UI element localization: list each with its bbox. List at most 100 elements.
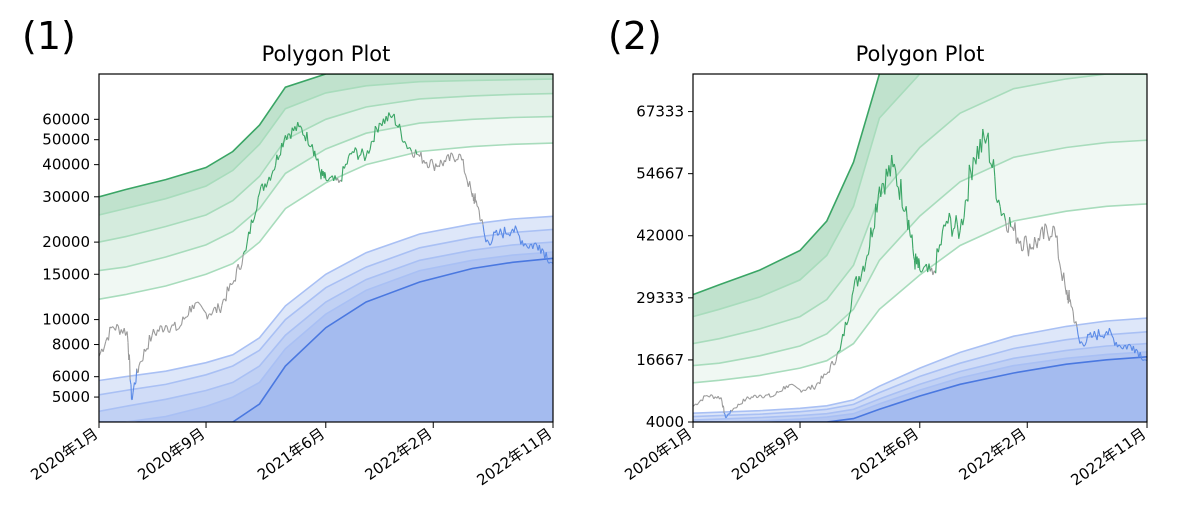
x-tick-label: 2020年1月 [621,425,695,484]
price-segment [365,150,369,157]
price-segment [373,126,376,142]
blue-band-2 [693,343,1147,422]
price-segment [1142,359,1145,361]
price-segment [775,391,778,395]
price-segment [509,231,512,237]
price-segment [242,250,246,255]
green-band-1 [693,140,1147,383]
price-segment [828,364,832,373]
price-segment [286,133,289,140]
blue-level-line-3 [693,342,1147,421]
price-segment [992,159,996,177]
price-segment [1108,327,1112,332]
price-segment [955,215,958,225]
price-segment [317,158,320,167]
price-segment [803,389,806,392]
price-segment [521,240,525,247]
price-segment [998,199,1001,207]
price-segment [163,325,167,331]
price-segment [134,382,137,385]
price-segment [739,403,742,406]
price-segment [772,395,775,397]
price-segment [116,323,119,327]
price-segment [1051,225,1054,237]
x-tick-label: 2020年9月 [728,425,802,484]
price-segment [1025,235,1028,246]
price-segment [956,224,960,239]
price-segment [246,231,250,242]
price-segment [129,379,132,383]
price-segment [150,335,153,342]
price-segment [216,303,219,313]
price-segment [436,165,439,168]
price-segment [872,227,875,231]
price-segment [798,388,801,391]
price-segment [932,270,935,276]
price-segment [1083,344,1086,347]
price-segment [186,314,189,318]
price-segment [103,341,107,348]
chart-title-2: Polygon Plot [856,42,985,66]
price-segment [1000,213,1004,217]
price-segment [1056,235,1059,259]
green-level-line-4 [99,78,553,216]
price-segment [994,176,997,199]
price-segment [889,154,893,177]
price-segment [444,155,448,163]
price-segment [823,373,826,376]
price-segment [780,390,783,392]
green-level-line-2 [99,115,553,272]
price-segment [1111,335,1114,339]
price-segment [962,217,965,226]
price-segment [231,283,234,286]
green-level-line-1 [99,142,553,300]
price-segment [937,244,941,253]
x-tick-label: 2021年6月 [848,425,922,484]
price-segment [368,149,371,154]
price-segment [928,263,931,272]
price-segment [499,228,503,234]
price-segment [972,156,976,160]
price-segment [142,348,145,361]
price-segment [137,365,140,373]
y-tick-label: 4000 [646,413,684,431]
price-segment [1059,263,1062,271]
price-segment [867,246,871,255]
price-segment [1048,236,1051,241]
price-segment [486,239,489,243]
price-segment [699,399,702,402]
price-segment [181,316,184,325]
price-segment [404,141,407,145]
price-segment [987,132,991,163]
price-segment [1009,217,1012,228]
price-segment [410,151,414,157]
price-segment [871,229,874,238]
price-segment [1091,335,1094,338]
price-segment [1118,344,1121,347]
price-segment [458,153,461,156]
price-segment [322,171,325,175]
green-level-line-5 [693,74,1147,296]
price-segment [478,210,481,221]
price-segment [1007,217,1011,233]
price-segment [1093,330,1097,337]
y-tick-label: 40000 [42,156,90,174]
price-segment [131,392,134,400]
price-segment [958,230,961,239]
x-tick-label: 2022年11月 [473,425,555,490]
price-segment [848,309,852,315]
price-segment [1097,329,1101,336]
price-segment [696,402,699,406]
price-segment [1084,341,1088,346]
price-segment [538,244,542,254]
price-segment [325,179,328,182]
price-segment [165,324,168,327]
price-segment [911,234,914,249]
blue-band-4 [693,318,1147,417]
price-segment [857,276,860,287]
price-segment [865,255,868,263]
y-tick-label: 15000 [42,265,90,283]
price-segment [768,393,771,398]
price-segment [208,313,211,316]
price-segment [269,174,273,181]
